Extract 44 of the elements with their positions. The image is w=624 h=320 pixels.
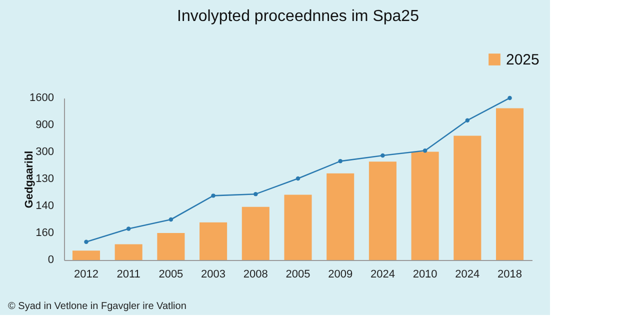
bar — [454, 136, 482, 260]
x-tick-label: 2010 — [412, 268, 438, 280]
point — [422, 148, 428, 153]
bar — [368, 162, 396, 260]
bar — [72, 250, 100, 260]
x-tick-label: 2009 — [328, 268, 353, 280]
text: 0 — [48, 254, 54, 266]
x-tick-label: 2024 — [370, 268, 395, 280]
point — [296, 176, 300, 181]
text: 900 — [36, 119, 54, 131]
text: 300 — [36, 146, 54, 158]
x-tick-label: 2005 — [286, 268, 310, 280]
legend-label: 2025 — [506, 52, 540, 68]
text: 160 — [36, 227, 54, 239]
text: © Syad in Vetlone in Fgavgler ire Vatlion — [8, 301, 186, 312]
x-tick-label: 2008 — [243, 268, 268, 280]
x-tick-label: 2018 — [498, 268, 522, 280]
point — [380, 153, 385, 158]
point — [126, 226, 131, 231]
bar — [114, 244, 142, 260]
x-tick-label: 2005 — [158, 268, 184, 280]
x-tick-label: 2011 — [116, 268, 140, 280]
bar — [411, 152, 439, 260]
x-tick-label: 2003 — [201, 268, 226, 280]
point — [84, 240, 88, 244]
y-axis-title: Gedgaaribl — [24, 150, 36, 208]
point — [465, 118, 470, 122]
point — [168, 217, 174, 222]
text: 130 — [36, 173, 54, 185]
point — [211, 194, 216, 198]
bar — [157, 232, 185, 260]
x-tick-label: 2012 — [74, 268, 98, 280]
point — [338, 159, 342, 164]
bar — [496, 108, 524, 260]
bar — [200, 222, 228, 260]
point — [254, 192, 258, 196]
text: 140 — [36, 200, 54, 212]
x-tick-label: 2024 — [455, 268, 480, 280]
bar — [242, 206, 270, 260]
chart-title: Involypted proceednnes im Spa25 — [177, 8, 420, 25]
text: 1600 — [30, 92, 54, 104]
bar — [284, 194, 312, 260]
point — [508, 96, 512, 100]
bar — [326, 173, 354, 260]
